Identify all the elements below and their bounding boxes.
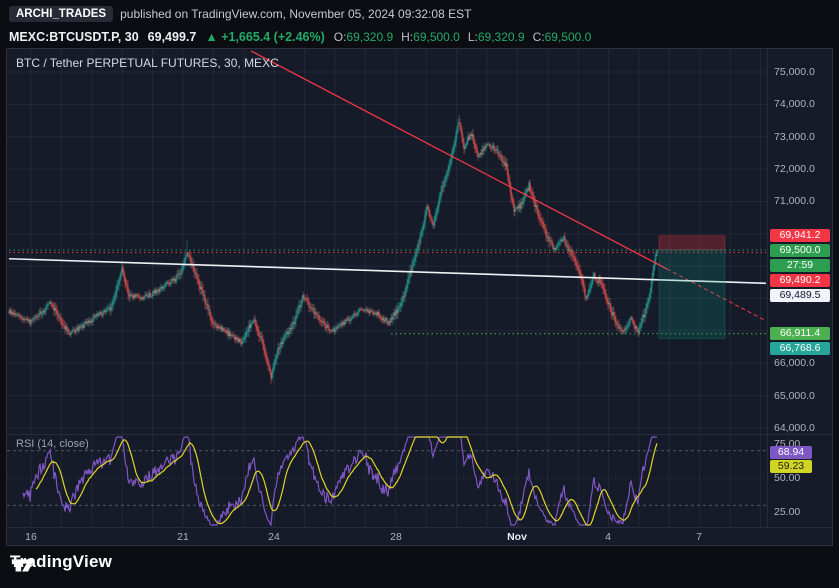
ohlc-high-label: H:: [401, 30, 414, 44]
horizontal-support-trendline[interactable]: [8, 257, 767, 285]
main-price-pane[interactable]: [7, 49, 767, 434]
time-axis-label: 28: [390, 531, 402, 543]
main-grid: [7, 49, 767, 434]
price-axis-label: 65,000.0: [774, 389, 815, 402]
header-bar: ARCHI_TRADES published on TradingView.co…: [9, 6, 471, 22]
ohlc-values: O:69,320.9 H:69,500.0 L:69,320.9 C:69,50…: [334, 30, 592, 44]
up-arrow-icon: ▲: [205, 30, 218, 44]
down-candle-wicks: [8, 118, 645, 385]
rsi-pane[interactable]: [7, 435, 767, 527]
change-value: +1,665.4 (+2.46%): [221, 30, 325, 44]
last-price-level-badge: 69,500.0: [770, 244, 830, 258]
ohlc-open-value: 69,320.9: [346, 30, 394, 44]
symbol-name: MEXC:BTCUSDT.P, 30: [9, 30, 139, 44]
ohlc-high-value: 69,500.0: [413, 30, 460, 44]
rsi-ma-line[interactable]: [35, 436, 658, 526]
alert-level-badge: 69,490.2: [770, 274, 830, 288]
rsi-chart-canvas[interactable]: [7, 435, 767, 527]
trendline-price-badge: 69,489.5: [770, 289, 830, 303]
stop-level-badge: 69,941.2: [770, 229, 830, 243]
price-scale[interactable]: 75,000.0 74,000.0 73,000.0 72,000.0 71,000.0…: [767, 49, 832, 527]
tradingview-wordmark: TradingView: [10, 552, 113, 571]
time-axis-label: 21: [177, 531, 189, 543]
bar-countdown-badge: 27:59: [770, 259, 830, 273]
rsi-indicator-label: RSI (14, close): [16, 438, 89, 450]
time-axis-divider: [7, 527, 832, 528]
support-level-badge: 66,911.4: [770, 327, 830, 341]
time-axis-label: Nov: [507, 531, 527, 543]
price-axis-label: 72,000.0: [774, 163, 815, 176]
time-axis-label: 24: [268, 531, 280, 543]
time-axis-label: 4: [605, 531, 611, 543]
target-level-badge: 66,768.6: [770, 342, 830, 356]
price-axis-label: 73,000.0: [774, 130, 815, 143]
price-chart-canvas[interactable]: [7, 49, 767, 434]
author-chip[interactable]: ARCHI_TRADES: [9, 6, 114, 22]
descending-resistance-trendline[interactable]: [250, 50, 668, 270]
time-scale[interactable]: 16 21 24 28 Nov 4 7: [7, 528, 832, 545]
tradingview-brand[interactable]: TradingView: [10, 552, 112, 572]
rsi-axis-label: 25.00: [774, 506, 801, 518]
rsi-grid: [30, 435, 762, 527]
price-axis-label: 75,000.0: [774, 66, 815, 78]
symbol-info-bar: MEXC:BTCUSDT.P, 30 69,499.7 ▲ +1,665.4 (…: [9, 30, 591, 44]
price-axis-label: 64,000.0: [774, 422, 815, 434]
chart-title: BTC / Tether PERPETUAL FUTURES, 30, MEXC: [16, 56, 279, 70]
ohlc-low-label: L:: [467, 30, 478, 44]
descending-resistance-trendline-extension[interactable]: [666, 268, 767, 322]
ohlc-close-value: 69,500.0: [544, 30, 592, 44]
price-change: ▲ +1,665.4 (+2.46%): [205, 30, 324, 44]
chart-frame: BTC / Tether PERPETUAL FUTURES, 30, MEXC…: [6, 48, 833, 546]
short-position-stop-zone[interactable]: [658, 235, 726, 251]
short-position-profit-zone[interactable]: [658, 249, 726, 339]
candlestick-series[interactable]: [8, 114, 658, 385]
price-axis-label: 71,000.0: [774, 195, 815, 208]
price-axis-label: 66,000.0: [774, 357, 815, 370]
rsi-value-badge: 68.94: [770, 445, 812, 459]
pane-divider[interactable]: [7, 434, 832, 435]
rsi-value-badge: 59.23: [770, 459, 812, 473]
time-axis-label: 16: [25, 531, 37, 543]
rsi-axis-label: 50.00: [774, 472, 801, 484]
published-text: published on TradingView.com, November 0…: [120, 7, 472, 21]
up-candle-bodies: [9, 122, 658, 379]
ohlc-open-label: O:: [333, 30, 347, 44]
last-price: 69,499.7: [147, 30, 197, 44]
rsi-line[interactable]: [22, 435, 657, 527]
tradingview-logo-icon: [11, 559, 35, 572]
price-axis-label: 74,000.0: [774, 98, 815, 111]
ohlc-close-label: C:: [532, 30, 545, 44]
ohlc-low-value: 69,320.9: [477, 30, 525, 44]
up-candle-wicks: [9, 114, 658, 382]
time-axis-label: 7: [696, 531, 702, 543]
